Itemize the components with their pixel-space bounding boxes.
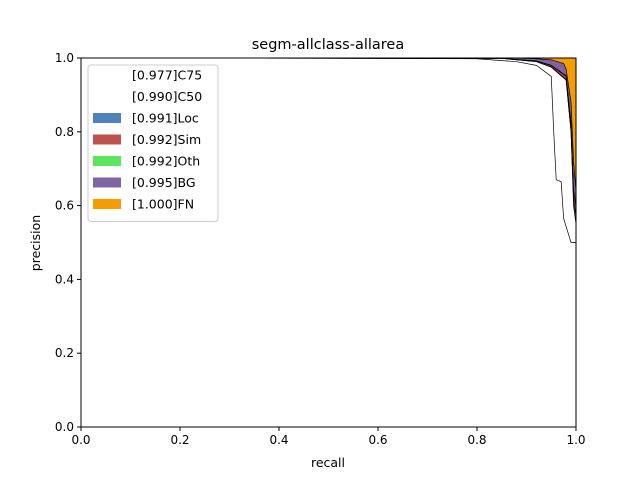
legend-swatch	[93, 91, 121, 102]
legend-label: [0.990]C50	[132, 89, 202, 104]
y-tick-label: 1.0	[55, 51, 74, 65]
legend-label: [0.992]Oth	[132, 154, 200, 169]
x-tick-label: 0.6	[368, 433, 387, 447]
curve-line-4	[80, 57, 577, 205]
legend-label: [1.000]FN	[132, 197, 194, 212]
x-tick-label: 1.0	[566, 433, 585, 447]
legend-label: [0.991]Loc	[132, 111, 199, 126]
chart-title: segm-allclass-allarea	[252, 37, 404, 53]
legend-label: [0.995]BG	[132, 175, 196, 190]
x-tick-label: 0.8	[467, 433, 486, 447]
legend-swatch	[93, 156, 121, 166]
axes: 0.0 0.2 0.4 0.6 0.8 1.0 0.0 0.2 0.4 0.6 0.8 1.0	[55, 51, 586, 447]
legend-swatch	[93, 113, 121, 123]
legend-swatch	[93, 199, 121, 209]
y-axis-label: precision	[28, 215, 43, 271]
x-tick-label: 0.0	[71, 433, 90, 447]
legend-label: [0.977]C75	[132, 68, 202, 83]
y-tick-label: 0.2	[55, 346, 74, 360]
legend-label: [0.992]Sim	[132, 132, 201, 147]
legend-swatch	[93, 70, 121, 80]
y-tick-label: 0.8	[55, 125, 74, 139]
x-axis-label: recall	[311, 455, 345, 470]
x-tick-label: 0.4	[269, 433, 288, 447]
legend-swatch	[93, 134, 121, 145]
axes-frame	[80, 57, 577, 428]
y-tick-label: 0.6	[55, 199, 74, 213]
y-tick-label: 0.0	[55, 420, 74, 434]
y-tick-label: 0.4	[55, 272, 74, 286]
x-tick-label: 0.2	[170, 433, 189, 447]
legend: [0.977]C75 [0.990]C50 [0.991]Loc [0.992]Sim…	[87, 64, 219, 222]
legend-swatch	[93, 177, 121, 188]
